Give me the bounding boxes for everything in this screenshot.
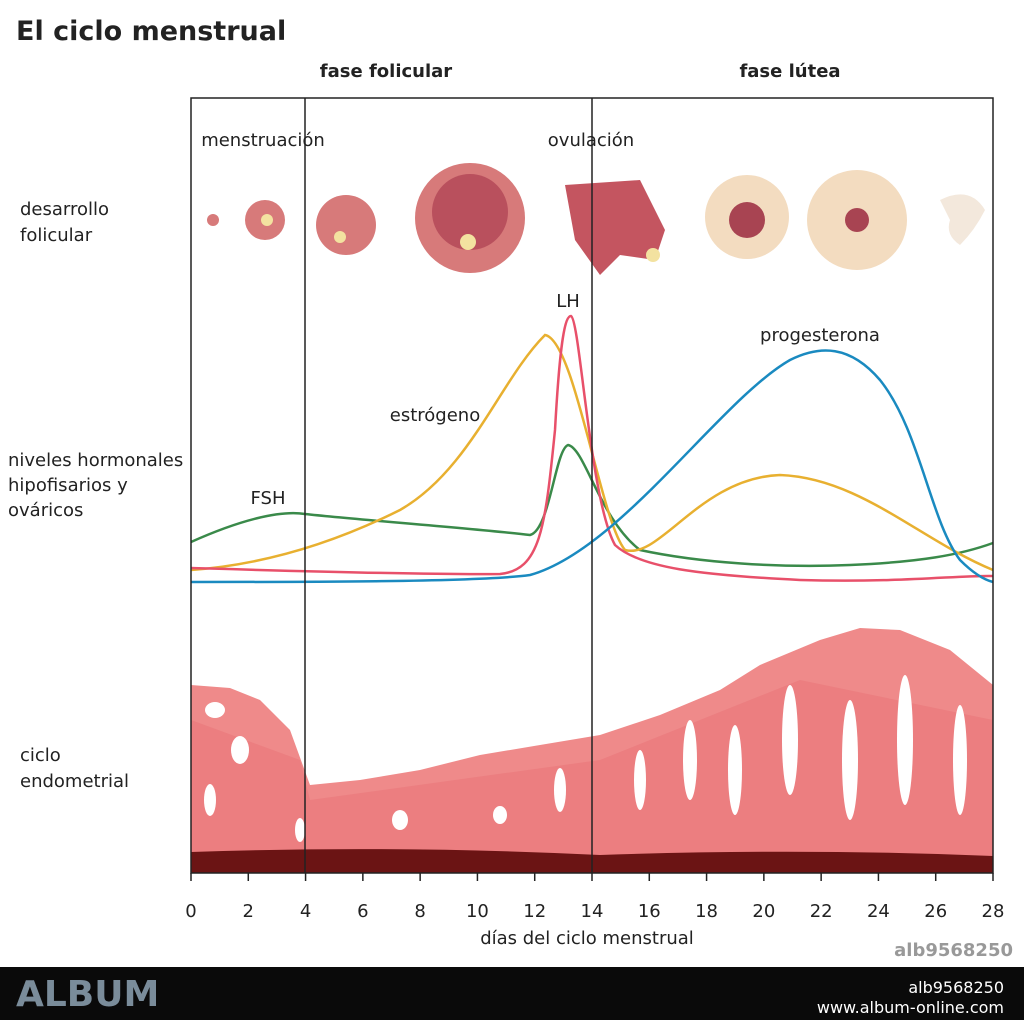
tick-label: 18 bbox=[695, 901, 718, 922]
row-label: ováricos bbox=[8, 500, 83, 521]
row-label: niveles hormonales bbox=[8, 450, 183, 471]
row-label: hipofisarios y bbox=[8, 475, 128, 496]
annotation: LH bbox=[556, 291, 580, 312]
annotation: estrógeno bbox=[390, 405, 480, 426]
fsh-curve bbox=[190, 443, 994, 568]
title: El ciclo menstrual bbox=[16, 16, 286, 47]
tick-label: 10 bbox=[466, 901, 489, 922]
tick-label: 16 bbox=[638, 901, 661, 922]
axis-label: días del ciclo menstrual bbox=[480, 928, 694, 949]
footer-id: alb9568250 bbox=[908, 978, 1004, 997]
tick-label: 28 bbox=[982, 901, 1005, 922]
phase-label: fase folicular bbox=[320, 61, 453, 82]
x-axis: 0 2 4 6 8 10 12 14 16 18 20 22 24 26 28 bbox=[185, 873, 1004, 922]
tick-label: 6 bbox=[357, 901, 368, 922]
tick-label: 0 bbox=[185, 901, 196, 922]
image-id: alb9568250 bbox=[894, 940, 1013, 961]
lh-curve bbox=[190, 314, 994, 582]
annotation: menstruación bbox=[201, 130, 325, 151]
row-label: endometrial bbox=[20, 771, 129, 792]
row-label: ciclo bbox=[20, 745, 61, 766]
estrogen-curve bbox=[190, 333, 994, 572]
footer-brand: ALBUM bbox=[16, 974, 159, 1015]
tick-label: 24 bbox=[867, 901, 890, 922]
tick-label: 2 bbox=[243, 901, 254, 922]
progesterone-curve bbox=[190, 349, 994, 584]
tick-label: 26 bbox=[924, 901, 947, 922]
tick-label: 8 bbox=[414, 901, 425, 922]
tick-label: 22 bbox=[810, 901, 833, 922]
row-label: desarrollo bbox=[20, 199, 109, 220]
tick-label: 20 bbox=[752, 901, 775, 922]
footer-url: www.album-online.com bbox=[817, 998, 1004, 1017]
tick-label: 12 bbox=[523, 901, 546, 922]
row-label: folicular bbox=[20, 225, 93, 246]
phase-label: fase lútea bbox=[739, 61, 840, 82]
annotation: progesterona bbox=[760, 325, 880, 346]
annotation: ovulación bbox=[548, 130, 634, 151]
follicles bbox=[207, 163, 985, 275]
annotation: FSH bbox=[251, 488, 286, 509]
tick-label: 14 bbox=[581, 901, 604, 922]
tick-label: 4 bbox=[300, 901, 311, 922]
footer bbox=[0, 967, 1024, 1020]
